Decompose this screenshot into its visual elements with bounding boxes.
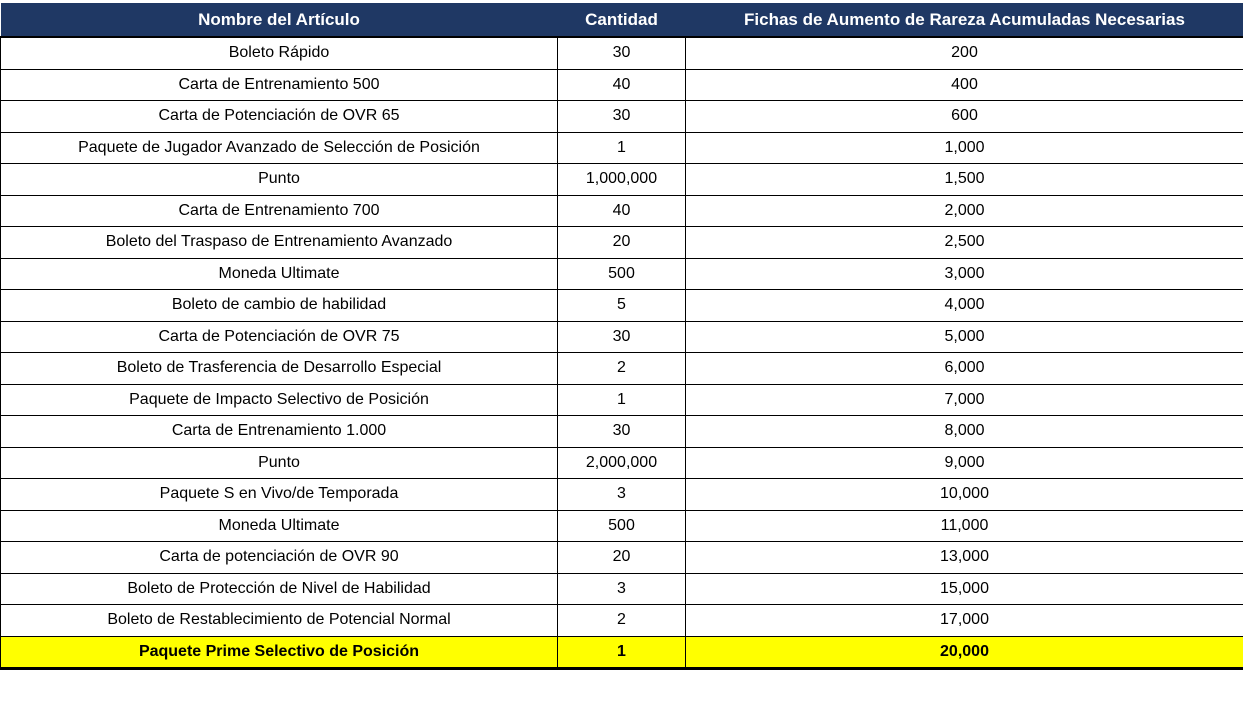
cell-item-name: Carta de Entrenamiento 700 xyxy=(0,194,558,227)
cell-item-name: Boleto de Trasferencia de Desarrollo Esp… xyxy=(0,352,558,385)
cell-tokens-needed: 17,000 xyxy=(685,604,1243,637)
cell-quantity: 500 xyxy=(557,509,686,542)
cell-item-name: Carta de Entrenamiento 1.000 xyxy=(0,415,558,448)
cell-item-name: Boleto del Traspaso de Entrenamiento Ava… xyxy=(0,226,558,259)
table-row: Boleto de Restablecimiento de Potencial … xyxy=(0,604,1243,637)
cell-quantity: 2 xyxy=(557,604,686,637)
column-header-tokens-needed: Fichas de Aumento de Rareza Acumuladas N… xyxy=(685,3,1243,38)
table-row: Carta de Entrenamiento 1.000 30 8,000 xyxy=(0,415,1243,448)
cell-quantity: 30 xyxy=(557,320,686,353)
cell-quantity: 3 xyxy=(557,572,686,605)
rewards-table-container: Nombre del Artículo Cantidad Fichas de A… xyxy=(0,3,1243,670)
cell-tokens-needed: 1,500 xyxy=(685,163,1243,196)
table-row: Moneda Ultimate 500 3,000 xyxy=(0,257,1243,290)
cell-item-name: Paquete S en Vivo/de Temporada xyxy=(0,478,558,511)
cell-item-name: Punto xyxy=(0,163,558,196)
cell-tokens-needed: 13,000 xyxy=(685,541,1243,574)
table-row: Moneda Ultimate 500 11,000 xyxy=(0,509,1243,542)
table-row: Boleto del Traspaso de Entrenamiento Ava… xyxy=(0,226,1243,259)
cell-tokens-needed: 600 xyxy=(685,100,1243,133)
cell-item-name: Paquete de Jugador Avanzado de Selección… xyxy=(0,131,558,164)
table-row: Boleto de Trasferencia de Desarrollo Esp… xyxy=(0,352,1243,385)
table-row: Punto 1,000,000 1,500 xyxy=(0,163,1243,196)
table-row: Boleto de Protección de Nivel de Habilid… xyxy=(0,572,1243,605)
cell-quantity: 5 xyxy=(557,289,686,322)
cell-tokens-needed: 7,000 xyxy=(685,383,1243,416)
cell-tokens-needed: 20,000 xyxy=(685,635,1243,670)
cell-quantity: 500 xyxy=(557,257,686,290)
table-row: Paquete S en Vivo/de Temporada 3 10,000 xyxy=(0,478,1243,511)
cell-item-name: Moneda Ultimate xyxy=(0,257,558,290)
cell-quantity: 30 xyxy=(557,100,686,133)
cell-quantity: 30 xyxy=(557,36,686,70)
column-header-item-name: Nombre del Artículo xyxy=(0,3,558,38)
cell-quantity: 30 xyxy=(557,415,686,448)
header-row: Nombre del Artículo Cantidad Fichas de A… xyxy=(0,3,1243,38)
cell-item-name: Moneda Ultimate xyxy=(0,509,558,542)
cell-item-name: Boleto de Protección de Nivel de Habilid… xyxy=(0,572,558,605)
cell-tokens-needed: 2,000 xyxy=(685,194,1243,227)
cell-tokens-needed: 5,000 xyxy=(685,320,1243,353)
cell-item-name: Carta de Potenciación de OVR 65 xyxy=(0,100,558,133)
cell-quantity: 1,000,000 xyxy=(557,163,686,196)
cell-quantity: 1 xyxy=(557,383,686,416)
cell-item-name: Boleto de cambio de habilidad xyxy=(0,289,558,322)
cell-tokens-needed: 9,000 xyxy=(685,446,1243,479)
rewards-table: Nombre del Artículo Cantidad Fichas de A… xyxy=(0,3,1243,670)
cell-quantity: 40 xyxy=(557,194,686,227)
cell-tokens-needed: 4,000 xyxy=(685,289,1243,322)
cell-quantity: 40 xyxy=(557,68,686,101)
cell-item-name: Carta de potenciación de OVR 90 xyxy=(0,541,558,574)
cell-tokens-needed: 1,000 xyxy=(685,131,1243,164)
table-row: Carta de Potenciación de OVR 75 30 5,000 xyxy=(0,320,1243,353)
cell-quantity: 20 xyxy=(557,226,686,259)
table-row: Paquete de Jugador Avanzado de Selección… xyxy=(0,131,1243,164)
table-row: Paquete de Impacto Selectivo de Posición… xyxy=(0,383,1243,416)
cell-quantity: 2,000,000 xyxy=(557,446,686,479)
cell-item-name: Boleto Rápido xyxy=(0,36,558,70)
cell-tokens-needed: 8,000 xyxy=(685,415,1243,448)
cell-item-name: Carta de Potenciación de OVR 75 xyxy=(0,320,558,353)
cell-item-name: Punto xyxy=(0,446,558,479)
cell-quantity: 1 xyxy=(557,131,686,164)
cell-tokens-needed: 2,500 xyxy=(685,226,1243,259)
cell-tokens-needed: 15,000 xyxy=(685,572,1243,605)
cell-tokens-needed: 200 xyxy=(685,36,1243,70)
cell-quantity: 3 xyxy=(557,478,686,511)
cell-tokens-needed: 10,000 xyxy=(685,478,1243,511)
table-row: Carta de Entrenamiento 700 40 2,000 xyxy=(0,194,1243,227)
table-row: Carta de Potenciación de OVR 65 30 600 xyxy=(0,100,1243,133)
cell-item-name: Paquete de Impacto Selectivo de Posición xyxy=(0,383,558,416)
cell-quantity: 20 xyxy=(557,541,686,574)
cell-item-name: Carta de Entrenamiento 500 xyxy=(0,68,558,101)
table-row: Boleto de cambio de habilidad 5 4,000 xyxy=(0,289,1243,322)
table-row: Boleto Rápido 30 200 xyxy=(0,36,1243,70)
cell-tokens-needed: 3,000 xyxy=(685,257,1243,290)
table-row: Punto 2,000,000 9,000 xyxy=(0,446,1243,479)
column-header-quantity: Cantidad xyxy=(557,3,686,38)
cell-tokens-needed: 6,000 xyxy=(685,352,1243,385)
table-row: Carta de potenciación de OVR 90 20 13,000 xyxy=(0,541,1243,574)
cell-tokens-needed: 11,000 xyxy=(685,509,1243,542)
table-row-highlighted: Paquete Prime Selectivo de Posición 1 20,0… xyxy=(0,635,1243,670)
cell-quantity: 2 xyxy=(557,352,686,385)
cell-quantity: 1 xyxy=(557,635,686,670)
cell-item-name: Boleto de Restablecimiento de Potencial … xyxy=(0,604,558,637)
cell-item-name: Paquete Prime Selectivo de Posición xyxy=(0,635,558,670)
table-row: Carta de Entrenamiento 500 40 400 xyxy=(0,68,1243,101)
cell-tokens-needed: 400 xyxy=(685,68,1243,101)
